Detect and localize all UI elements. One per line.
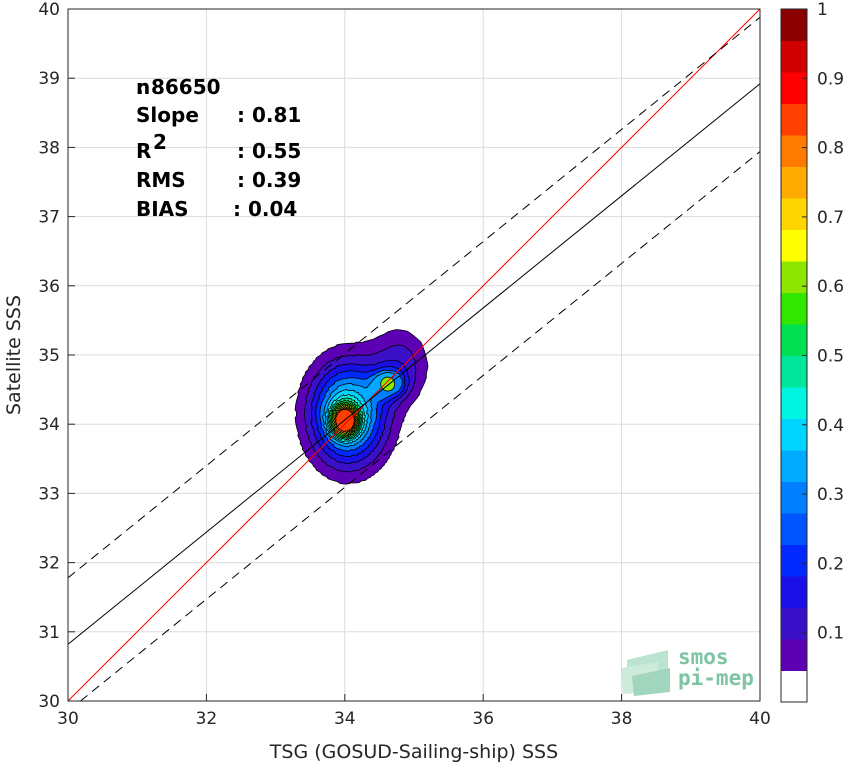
x-tick-label: 30 — [57, 709, 79, 729]
reference-lines — [68, 9, 760, 701]
colorbar-segment — [781, 261, 807, 293]
colorbar-segment — [781, 450, 807, 482]
colorbar-ticks: 0.1 0.2 0.3 0.4 0.5 0.6 0.7 0.8 0.9 1 — [802, 0, 844, 644]
colorbar — [780, 8, 808, 703]
colorbar-tick-label: 0.4 — [817, 416, 844, 436]
colorbar-segment — [781, 135, 807, 167]
y-tick-label: 33 — [38, 484, 60, 504]
colorbar-tick-label: 0.6 — [817, 277, 844, 297]
y-tick-label: 30 — [38, 692, 60, 712]
stat-superscript: 2 — [153, 130, 167, 154]
colorbar-segment — [781, 324, 807, 356]
colorbar-segment — [781, 229, 807, 262]
grid-lines — [67, 8, 761, 702]
colorbar-segment — [781, 576, 807, 608]
regression-line — [68, 83, 760, 645]
stat-name-bias: BIAS — [136, 197, 189, 221]
colorbar-segment — [781, 418, 807, 451]
colorbar-tick-label: 0.8 — [817, 139, 844, 159]
colorbar-tick-label: 0.5 — [817, 347, 844, 367]
stat-value-rms: : 0.39 — [237, 168, 301, 192]
colorbar-tick-label: 0.7 — [817, 208, 844, 228]
y-tick-label: 38 — [38, 138, 60, 158]
logo-waves-icon — [621, 650, 670, 696]
statistics-box: n: 86650 Slope : 0.81 R 2 : 0.55 RMS : 0.39 BIAS… — [136, 75, 301, 221]
colorbar-segment — [781, 9, 807, 41]
smos-pi-mep-logo: smos pi-mep — [621, 645, 754, 696]
colorbar-tick-label: 0.3 — [817, 485, 844, 505]
lower-bound-line — [80, 151, 760, 701]
colorbar-tick-label: 0.1 — [817, 624, 844, 644]
colorbar-segment — [781, 40, 807, 73]
logo-line-1: smos — [678, 645, 729, 669]
y-axis-ticks: 30 31 32 33 34 35 36 37 38 39 40 — [38, 0, 75, 712]
one-to-one-line — [68, 9, 760, 701]
y-tick-label: 37 — [38, 208, 60, 228]
stat-name-n: n — [136, 75, 150, 99]
x-tick-label: 36 — [472, 709, 494, 729]
x-tick-label: 34 — [334, 709, 356, 729]
colorbar-segment — [781, 292, 807, 325]
colorbar-segment — [781, 513, 807, 545]
colorbar-segment — [781, 72, 807, 104]
logo-line-2: pi-mep — [678, 666, 754, 690]
y-tick-label: 31 — [38, 623, 60, 643]
colorbar-tick-label: 0.2 — [817, 554, 844, 574]
y-axis-label: Satellite SSS — [3, 295, 25, 415]
colorbar-segment — [781, 481, 807, 514]
x-axis-ticks: 30 32 34 36 38 40 — [57, 694, 771, 729]
colorbar-segment — [781, 639, 807, 671]
stat-value-bias: : 0.04 — [233, 197, 297, 221]
x-tick-label: 40 — [749, 709, 771, 729]
x-tick-label: 32 — [196, 709, 218, 729]
stat-value-slope: : 0.81 — [237, 103, 301, 127]
y-tick-label: 35 — [38, 346, 60, 366]
colorbar-segment — [781, 166, 807, 199]
stat-name-rms: RMS — [136, 168, 186, 192]
colorbar-segment — [781, 670, 807, 703]
stat-value-r: : 0.55 — [237, 139, 301, 163]
upper-bound-line — [68, 16, 760, 579]
x-tick-label: 38 — [611, 709, 633, 729]
colorbar-segment — [781, 198, 807, 230]
y-tick-label: 32 — [38, 554, 60, 574]
colorbar-segment — [781, 607, 807, 640]
colorbar-tick-label: 1 — [817, 0, 828, 20]
stat-name-slope: Slope — [136, 103, 199, 127]
colorbar-tick-label: 0.9 — [817, 69, 844, 89]
y-tick-label: 39 — [38, 69, 60, 89]
colorbar-segment — [781, 544, 807, 577]
colorbar-segment — [781, 103, 807, 136]
y-tick-label: 34 — [38, 415, 60, 435]
y-tick-label: 36 — [38, 277, 60, 297]
x-axis-label: TSG (GOSUD-Sailing-ship) SSS — [269, 741, 558, 763]
y-tick-label: 40 — [38, 0, 60, 20]
colorbar-segment — [781, 387, 807, 419]
stat-name-r: R — [136, 139, 151, 163]
colorbar-segment — [781, 355, 807, 388]
stat-value-n: : 86650 — [136, 75, 221, 99]
